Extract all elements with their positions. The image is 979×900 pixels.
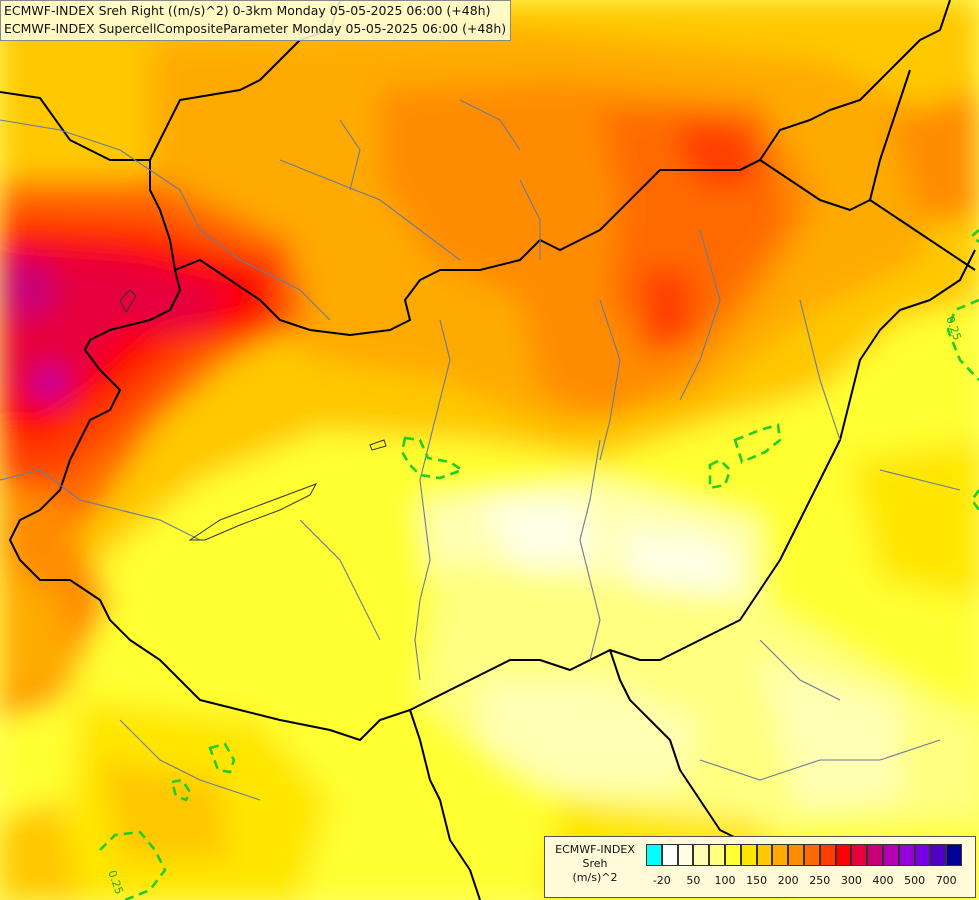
legend-swatch	[930, 844, 947, 866]
legend-ticks: -20 50 100 150 200 250 300 400 500 700	[646, 874, 976, 888]
legend-swatch	[819, 844, 836, 866]
legend-swatch	[693, 844, 710, 866]
rivers-and-regions	[0, 99, 961, 801]
legend-swatch	[946, 844, 962, 866]
legend-swatch	[772, 844, 789, 866]
legend-swatch	[740, 844, 757, 866]
legend-tick: 500	[904, 874, 926, 887]
legend-tick: 100	[714, 874, 736, 887]
legend-swatch	[898, 844, 915, 866]
legend-swatch	[724, 844, 741, 866]
legend-swatch	[788, 844, 804, 866]
lake-balaton	[188, 483, 318, 541]
legend-swatch	[882, 844, 899, 866]
legend-swatch	[835, 844, 852, 866]
legend-swatch	[803, 844, 820, 866]
scp-contours	[99, 229, 979, 900]
legend-swatch	[914, 844, 931, 866]
legend-tick: 50	[686, 874, 701, 887]
legend-swatch	[867, 844, 883, 866]
lakes	[119, 289, 387, 541]
legend-swatches	[646, 844, 962, 866]
legend-swatch	[677, 844, 694, 866]
title-line-sreh: ECMWF-INDEX Sreh Right ((m/s)^2) 0-3km M…	[4, 3, 491, 18]
legend-swatch	[851, 844, 868, 866]
legend-tick: -20	[652, 874, 671, 887]
legend-tick: 150	[746, 874, 768, 887]
legend-title-line2: Sreh	[582, 857, 608, 870]
legend-title: ECMWF-INDEX Sreh (m/s)^2	[547, 843, 643, 885]
legend-swatch	[709, 844, 725, 866]
title-line-scp: ECMWF-INDEX SupercellCompositeParameter …	[4, 21, 507, 36]
lake-neusiedl	[119, 289, 137, 314]
legend-tick: 200	[777, 874, 799, 887]
legend-tick: 250	[809, 874, 831, 887]
legend-swatch	[646, 844, 662, 866]
legend-swatch	[756, 844, 773, 866]
map-title-box: ECMWF-INDEX Sreh Right ((m/s)^2) 0-3km M…	[0, 0, 512, 41]
legend-tick: 300	[840, 874, 862, 887]
legend-tick: 400	[872, 874, 894, 887]
lake-small	[369, 439, 387, 451]
legend-title-line1: ECMWF-INDEX	[555, 843, 635, 856]
color-legend: ECMWF-INDEX Sreh (m/s)^2 -20 50 100 150 200 2…	[544, 836, 976, 898]
legend-swatch	[661, 844, 678, 866]
legend-tick: 700	[935, 874, 957, 887]
legend-title-line3: (m/s)^2	[572, 871, 618, 884]
